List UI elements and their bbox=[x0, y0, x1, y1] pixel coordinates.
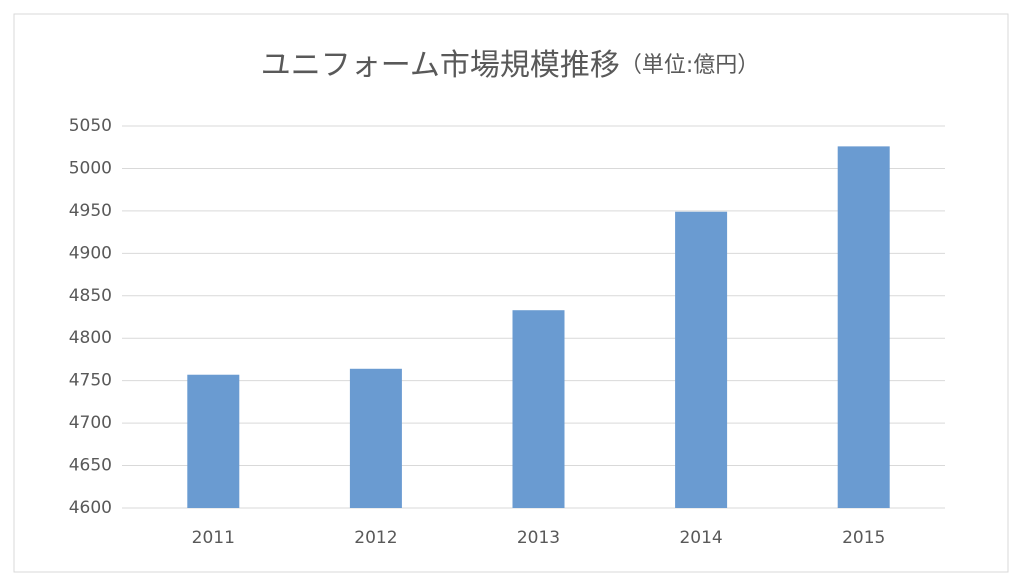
x-tick-label: 2013 bbox=[517, 528, 560, 548]
y-tick-label: 4950 bbox=[69, 201, 112, 221]
y-tick-label: 5000 bbox=[69, 158, 112, 178]
y-tick-label: 4850 bbox=[69, 286, 112, 306]
bar bbox=[512, 310, 565, 508]
x-tick-label: 2015 bbox=[842, 528, 885, 548]
y-tick-label: 5050 bbox=[69, 116, 112, 136]
y-tick-label: 4900 bbox=[69, 243, 112, 263]
y-tick-label: 4600 bbox=[69, 498, 112, 518]
y-tick-label: 4650 bbox=[69, 456, 112, 476]
y-tick-label: 4700 bbox=[69, 413, 112, 433]
chart-subtitle: （単位:億円） bbox=[620, 53, 759, 78]
x-tick-label: 2014 bbox=[679, 528, 722, 548]
bar bbox=[675, 211, 728, 508]
bar bbox=[349, 368, 402, 508]
y-tick-label: 4800 bbox=[69, 328, 112, 348]
x-tick-label: 2012 bbox=[354, 528, 397, 548]
y-tick-label: 4750 bbox=[69, 371, 112, 391]
chart-heading: ユニフォーム市場規模推移（単位:億円） bbox=[261, 48, 760, 83]
chart-title: ユニフォーム市場規模推移 bbox=[261, 48, 620, 83]
bar bbox=[837, 146, 890, 508]
bar bbox=[187, 374, 240, 508]
x-tick-label: 2011 bbox=[192, 528, 235, 548]
